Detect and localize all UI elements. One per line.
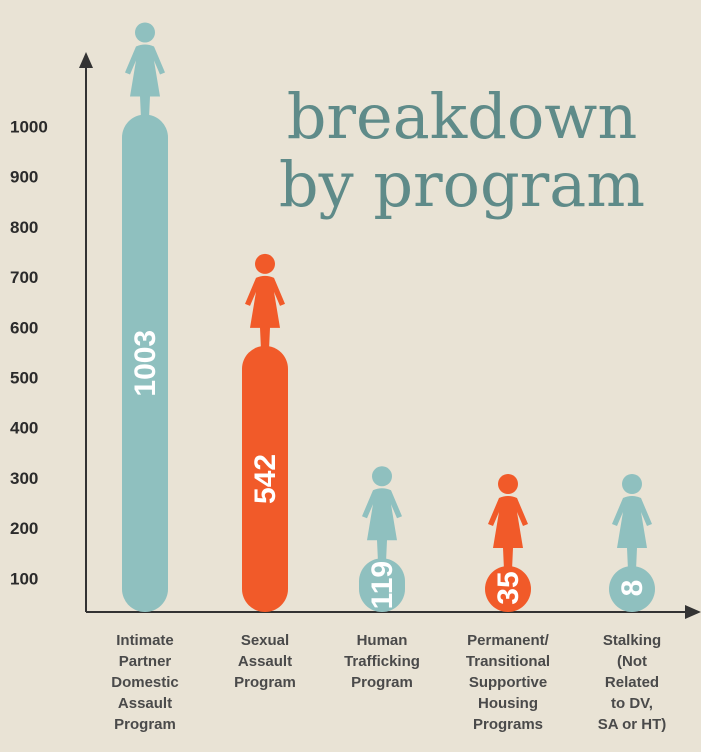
x-tick-label: Sexual Assault Program: [234, 632, 296, 691]
y-tick-label: 500: [10, 368, 38, 387]
person-icon: [245, 253, 285, 350]
person-icon: [362, 466, 402, 563]
person-icon: [488, 474, 528, 570]
y-tick-label: 600: [10, 318, 38, 337]
chart-title: breakdown: [287, 80, 638, 153]
person-head: [622, 474, 642, 494]
bar: [485, 566, 531, 612]
y-axis-arrow: [79, 52, 93, 68]
value-label: 119: [366, 561, 399, 609]
y-tick-label: 100: [10, 569, 38, 588]
chart-title: by program: [279, 148, 645, 221]
value-label: 542: [249, 454, 282, 504]
y-tick-label: 1000: [10, 117, 48, 136]
x-tick-label: Human Trafficking Program: [344, 632, 420, 691]
value-label: 8: [616, 580, 649, 597]
y-tick-label: 200: [10, 519, 38, 538]
bar: [359, 558, 405, 612]
person-icon: [125, 22, 165, 119]
person-body: [245, 275, 285, 350]
person-body: [362, 488, 402, 563]
y-tick-label: 800: [10, 218, 38, 237]
y-tick-label: 400: [10, 419, 38, 438]
y-tick-label: 900: [10, 168, 38, 187]
x-tick-label: Intimate Partner Domestic Assault Progra…: [111, 632, 179, 733]
person-icon: [612, 474, 652, 570]
person-head: [135, 22, 155, 43]
bar: [242, 345, 288, 612]
value-label: 1003: [129, 330, 162, 397]
y-tick-label: 300: [10, 469, 38, 488]
x-axis-arrow: [685, 605, 701, 619]
value-label: 35: [492, 571, 525, 604]
person-head: [372, 466, 392, 487]
x-tick-label: Permanent/ Transitional Supportive Housi…: [465, 632, 551, 733]
person-head: [498, 474, 518, 494]
person-body: [612, 496, 652, 570]
person-body: [488, 496, 528, 570]
person-head: [255, 253, 275, 274]
bar: [609, 566, 655, 612]
y-tick-label: 700: [10, 268, 38, 287]
person-body: [125, 44, 165, 119]
bar: [122, 114, 168, 612]
x-tick-label: Stalking (Not Related to DV, SA or HT): [597, 632, 667, 733]
